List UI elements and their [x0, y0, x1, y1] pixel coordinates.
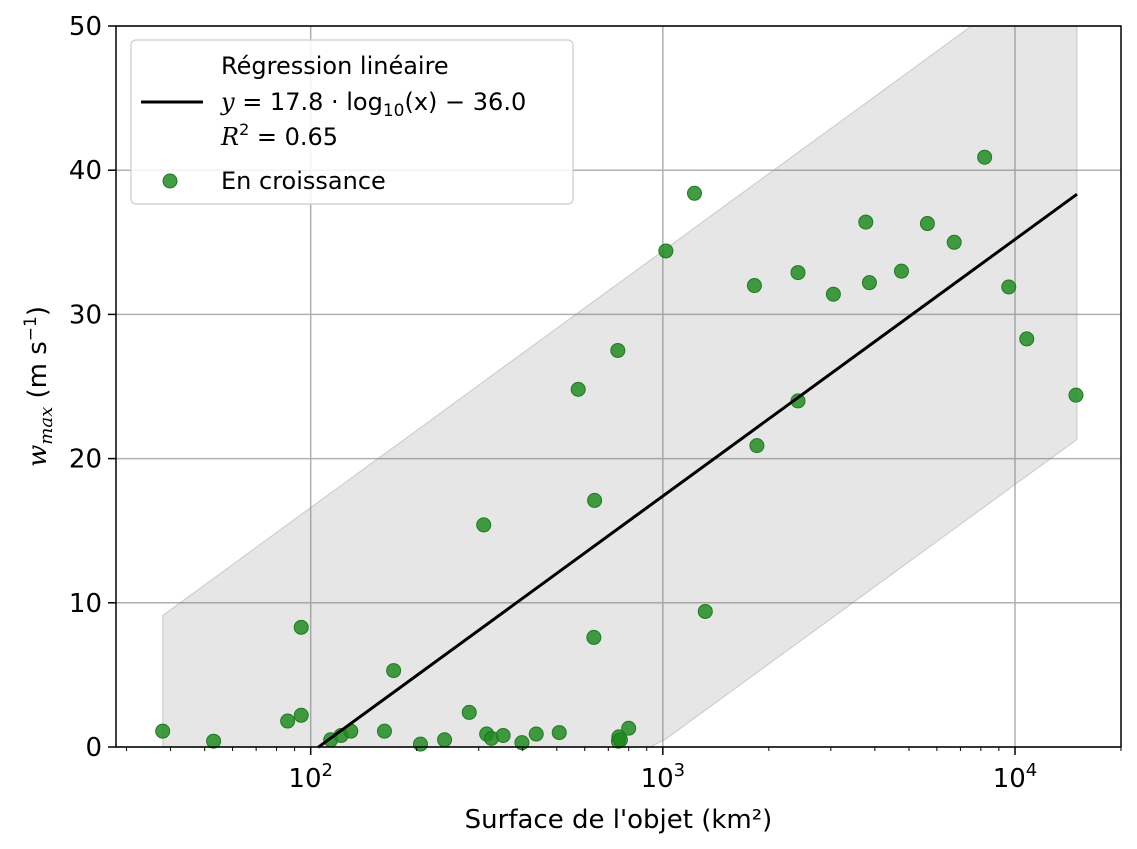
data-point: [697, 603, 713, 619]
data-point: [686, 185, 702, 201]
y-axis-label-unit-exponent: −1: [21, 316, 41, 341]
x-tick-base: 10: [288, 764, 321, 794]
data-point: [977, 149, 993, 165]
y-tick-label: 30: [69, 300, 102, 330]
data-point: [1019, 331, 1035, 347]
x-tick-base: 10: [993, 764, 1026, 794]
data-point: [528, 726, 544, 742]
x-tick-exponent: 2: [322, 760, 333, 781]
y-axis-label: wmax (m s−1): [21, 306, 57, 467]
y-tick-label: 50: [69, 12, 102, 42]
x-tick-label: 103: [641, 760, 686, 794]
data-point: [858, 214, 874, 230]
legend-series-marker: [162, 173, 178, 189]
legend-equation-log-base: 10: [383, 101, 405, 121]
legend-r-value: = 0.65: [249, 123, 338, 151]
data-point: [376, 723, 392, 739]
uncertainty-band: [162, 26, 1078, 747]
data-point: [155, 723, 171, 739]
data-point: [570, 381, 586, 397]
plot-frame: [115, 25, 1122, 748]
y-tick-label: 40: [69, 156, 102, 186]
data-points: [155, 149, 1084, 752]
x-tick-base: 10: [641, 764, 674, 794]
data-point: [1001, 279, 1017, 295]
legend-equation-y: y: [220, 88, 235, 116]
data-point: [749, 438, 765, 454]
data-point: [461, 704, 477, 720]
x-tick-label: 102: [288, 760, 333, 794]
legend-equation-tail: (x) − 36.0: [404, 88, 526, 116]
legend-equation-mid: = 17.8 · log: [235, 88, 383, 116]
uncertainty-band-area: [162, 26, 1078, 747]
data-point: [386, 663, 402, 679]
data-point: [437, 732, 453, 748]
data-point: [206, 733, 222, 749]
data-point: [587, 492, 603, 508]
legend: Régression linéaire y = 17.8 · log10(x) …: [130, 39, 574, 205]
data-point: [861, 275, 877, 291]
data-point: [893, 263, 909, 279]
data-point: [495, 727, 511, 743]
data-point: [293, 619, 309, 635]
y-tick-label: 10: [69, 589, 102, 619]
data-point: [1068, 387, 1084, 403]
legend-regression-title: Régression linéaire: [221, 52, 449, 80]
y-axis-label-unit: (m s: [23, 341, 53, 407]
data-point: [919, 216, 935, 232]
data-point: [280, 713, 296, 729]
x-axis-label: Surface de l'objet (km²): [465, 805, 773, 835]
y-tick-label: 20: [69, 445, 102, 475]
legend-r-squared: R2 = 0.65: [220, 120, 338, 151]
legend-series-label: En croissance: [221, 167, 386, 195]
data-point: [586, 629, 602, 645]
legend-r-exponent: 2: [239, 120, 249, 139]
data-point: [746, 278, 762, 294]
x-tick-exponent: 3: [674, 760, 685, 781]
y-tick-label: 0: [85, 733, 102, 763]
y-axis-label-subscript: max: [36, 407, 57, 445]
y-axis-label-unit-close: ): [23, 306, 53, 316]
data-point: [293, 707, 309, 723]
y-axis-label-symbol: w: [23, 445, 53, 467]
data-point: [946, 234, 962, 250]
x-tick-label: 104: [993, 760, 1038, 794]
x-tick-exponent: 4: [1026, 760, 1037, 781]
data-point: [412, 736, 428, 752]
data-point: [551, 725, 567, 741]
data-point: [825, 286, 841, 302]
data-point: [610, 342, 626, 358]
data-point: [514, 735, 530, 751]
data-point: [621, 720, 637, 736]
regression-line: [317, 193, 1078, 749]
data-point: [476, 517, 492, 533]
legend-regression-equation: y = 17.8 · log10(x) − 36.0: [220, 88, 526, 121]
legend-box: [130, 39, 574, 205]
regression-line-layer: [317, 193, 1078, 749]
data-point: [790, 265, 806, 281]
data-point: [658, 243, 674, 259]
legend-r-symbol: R: [220, 123, 239, 151]
